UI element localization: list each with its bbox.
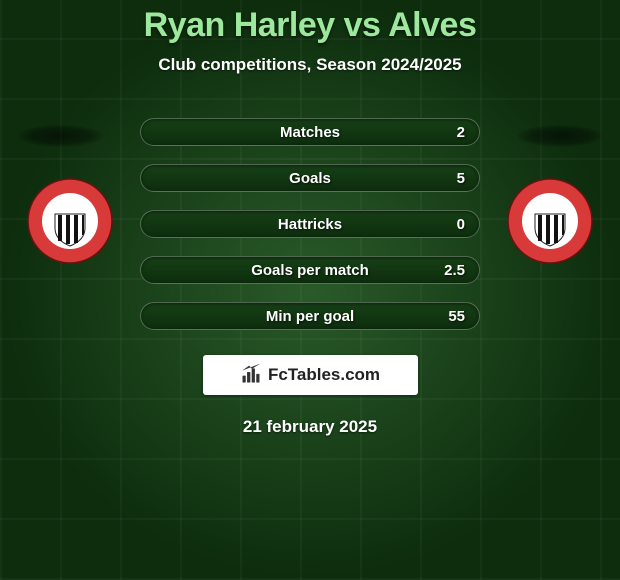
stat-right-value: 0 <box>457 216 465 233</box>
stat-row: Matches 2 <box>140 118 480 146</box>
stat-row: Goals 5 <box>140 164 480 192</box>
stat-label: Hattricks <box>278 216 342 233</box>
stat-right-value: 2 <box>457 124 465 141</box>
brand-link[interactable]: FcTables.com <box>203 355 418 395</box>
bar-chart-icon <box>240 364 262 386</box>
stat-label: Goals per match <box>251 262 369 279</box>
stat-row: Hattricks 0 <box>140 210 480 238</box>
stats-list: Matches 2 Goals 5 Hattricks 0 Goals per … <box>140 118 480 330</box>
stat-right-value: 2.5 <box>444 262 465 279</box>
stat-label: Goals <box>289 170 331 187</box>
player-shadow-left <box>18 125 103 147</box>
subtitle: Club competitions, Season 2024/2025 <box>0 55 620 75</box>
stat-right-value: 55 <box>448 308 465 325</box>
stat-row: Goals per match 2.5 <box>140 256 480 284</box>
date-label: 21 february 2025 <box>0 417 620 437</box>
player-shadow-right <box>517 125 602 147</box>
stat-right-value: 5 <box>457 170 465 187</box>
stat-row: Min per goal 55 <box>140 302 480 330</box>
stat-label: Min per goal <box>266 308 354 325</box>
club-badge-left: BATH CITY FOOTBALL CLUB <box>27 178 113 264</box>
page-title: Ryan Harley vs Alves <box>0 0 620 45</box>
stat-label: Matches <box>280 124 340 141</box>
club-badge-right: BATH CITY FOOTBALL CLUB <box>507 178 593 264</box>
brand-label: FcTables.com <box>268 365 380 385</box>
shield-icon: BATH CITY FOOTBALL CLUB <box>507 178 593 264</box>
shield-icon: BATH CITY FOOTBALL CLUB <box>27 178 113 264</box>
